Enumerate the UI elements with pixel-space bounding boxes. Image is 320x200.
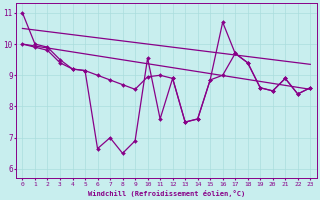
X-axis label: Windchill (Refroidissement éolien,°C): Windchill (Refroidissement éolien,°C) — [88, 190, 245, 197]
